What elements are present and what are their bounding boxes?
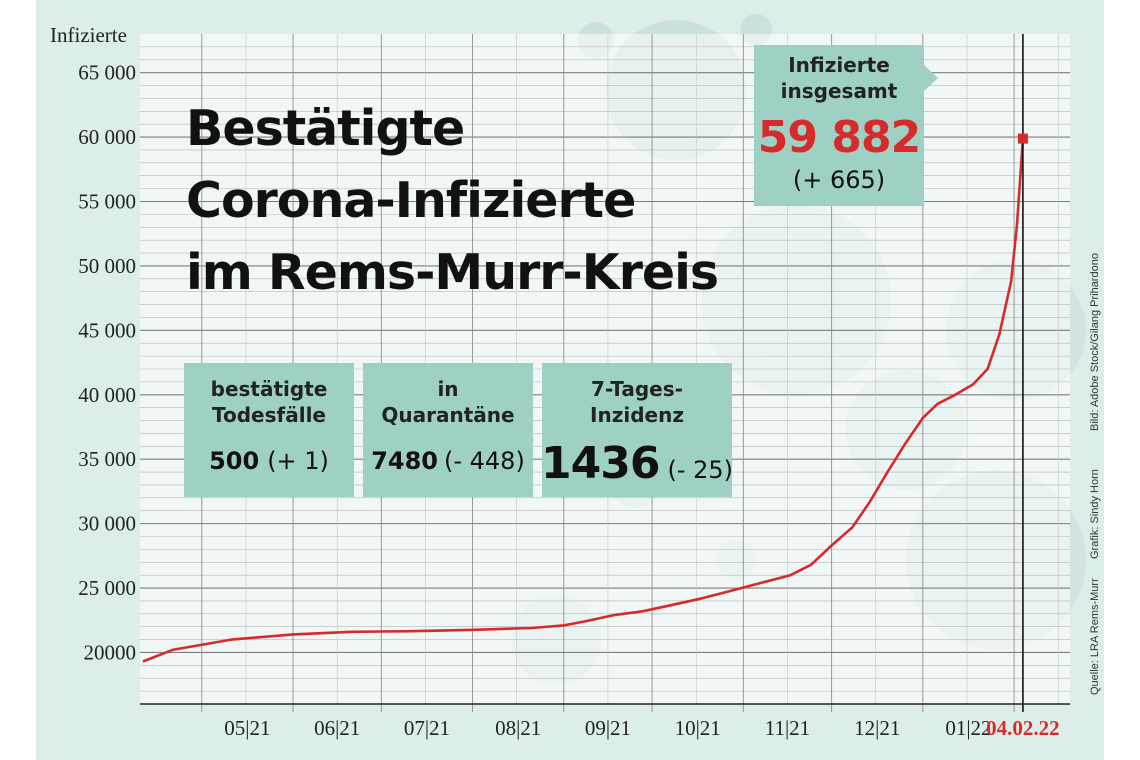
quarantine-label-2: Quarantäne (381, 403, 514, 427)
y-tick-label: 40 000 (78, 383, 136, 407)
y-tick-label: 65 000 (78, 61, 136, 85)
stat-box-deaths: bestätigte Todesfälle 500 (+ 1) (184, 363, 354, 497)
deaths-value: 500 (209, 447, 259, 475)
line-chart: 20000 25 000 30 000 35 000 40 000 45 000 50 00… (50, 14, 1101, 740)
current-value-marker (1017, 133, 1028, 144)
quarantine-delta: (- 448) (444, 447, 525, 475)
x-tick-label: 06|21 (314, 716, 360, 740)
chart-title: Bestätigte Corona-Infizierte im Rems-Mur… (186, 100, 719, 301)
y-tick-label: 60 000 (78, 125, 136, 149)
title-line-2: Corona-Infizierte (186, 172, 635, 229)
y-tick-label: 35 000 (78, 447, 136, 471)
credit-image: Bild: Adobe Stock/Gilang Prihardono (1089, 253, 1101, 431)
x-tick-label: 11|21 (765, 716, 810, 740)
incidence-value-line: 1436 (- 25) (541, 438, 733, 489)
x-tick-label: 05|21 (224, 716, 270, 740)
series-line (142, 138, 1025, 663)
y-tick-label: 20000 (84, 640, 137, 664)
y-tick-label: 30 000 (78, 512, 136, 536)
deaths-label-1: bestätigte (211, 377, 328, 401)
y-axis-label: Infizierte (50, 23, 127, 47)
total-delta: (+ 665) (793, 166, 885, 194)
y-tick-label: 55 000 (78, 190, 136, 214)
incidence-value: 1436 (541, 438, 659, 489)
x-tick-label: 09|21 (585, 716, 631, 740)
x-tick-label-current: 04.02.22 (986, 716, 1060, 740)
total-label-2: insgesamt (781, 79, 898, 103)
stat-box-total: Infizierte insgesamt 59 882 (+ 665) (754, 45, 938, 206)
credits: Quelle: LRA Rems-Murr Grafik: Sindy Horn… (1089, 253, 1101, 695)
credit-source: Quelle: LRA Rems-Murr (1089, 578, 1101, 695)
title-line-3: im Rems-Murr-Kreis (186, 244, 718, 301)
chart-card: 20000 25 000 30 000 35 000 40 000 45 000 50 00… (36, 0, 1104, 760)
x-axis-ticks: 05|21 06|21 07|21 08|21 09|21 10|21 11|21 12|21… (224, 716, 1059, 740)
y-tick-label: 25 000 (78, 576, 136, 600)
stat-box-quarantine: in Quarantäne 7480 (- 448) (363, 363, 533, 497)
incidence-delta: (- 25) (667, 456, 733, 484)
quarantine-value: 7480 (371, 447, 438, 475)
y-tick-label: 50 000 (78, 254, 136, 278)
y-axis-ticks: 20000 25 000 30 000 35 000 40 000 45 000 50 00… (78, 61, 136, 665)
x-tick-label: 10|21 (675, 716, 721, 740)
y-tick-label: 45 000 (78, 318, 136, 342)
quarantine-label-1: in (437, 377, 458, 401)
x-tick-label: 08|21 (495, 716, 541, 740)
quarantine-value-line: 7480 (- 448) (371, 447, 525, 475)
total-value: 59 882 (758, 112, 920, 163)
deaths-delta: (+ 1) (267, 447, 329, 475)
x-tick-label: 07|21 (404, 716, 450, 740)
stat-box-incidence: 7-Tages- Inzidenz 1436 (- 25) (541, 363, 733, 497)
title-line-1: Bestätigte (186, 100, 464, 157)
deaths-value-line: 500 (+ 1) (209, 447, 329, 475)
credit-graphic: Grafik: Sindy Horn (1089, 469, 1101, 559)
incidence-label-2: Inzidenz (590, 403, 684, 427)
x-tick-label: 12|21 (854, 716, 900, 740)
incidence-label-1: 7-Tages- (591, 377, 683, 401)
total-label-1: Infizierte (788, 53, 890, 77)
x-tick-label: 01|22 (945, 716, 991, 740)
deaths-label-2: Todesfälle (212, 403, 326, 427)
